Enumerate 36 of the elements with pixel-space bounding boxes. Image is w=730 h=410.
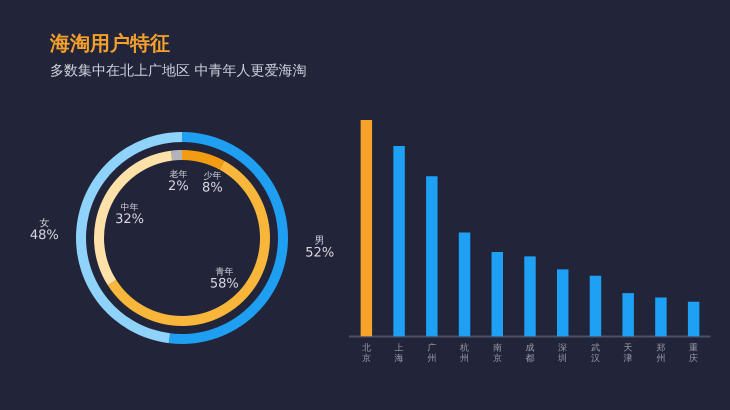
x-tick-label: 武汉 [590, 342, 600, 364]
bar [360, 120, 372, 336]
x-tick-label: 深圳 [557, 342, 568, 364]
data-label: 32% [115, 212, 144, 228]
bar [622, 293, 634, 336]
data-label: 8% [202, 180, 223, 196]
slice-label: 男 [314, 235, 325, 246]
slice-label: 中年 [120, 202, 139, 214]
bar [426, 176, 438, 336]
x-tick-label: 成都 [526, 342, 534, 364]
bar [655, 297, 667, 336]
chart-title: 海淘用户特征 [50, 30, 170, 57]
bar [590, 276, 602, 336]
data-label: 58% [210, 276, 239, 292]
data-label: 2% [168, 178, 189, 194]
x-tick-label: 重庆 [689, 342, 698, 364]
slice-label: 青年 [215, 266, 234, 278]
x-tick-label: 郑州 [656, 342, 666, 364]
x-tick-label: 杭州 [459, 342, 470, 364]
bar [524, 256, 536, 336]
x-tick-label: 上海 [394, 342, 404, 364]
x-tick-label: 广州 [427, 342, 436, 364]
slice-label: 少年 [203, 170, 222, 182]
bar [688, 302, 700, 336]
bar [557, 269, 568, 336]
x-tick-label: 北京 [362, 342, 371, 364]
slice-label: 老年 [169, 168, 188, 180]
x-tick-label: 天津 [624, 342, 633, 364]
bar [492, 252, 503, 336]
bar [393, 146, 405, 336]
slice-label: 女 [39, 216, 50, 229]
data-label: 48% [30, 228, 59, 244]
x-tick-label: 南京 [492, 342, 502, 364]
bar [458, 232, 470, 336]
chart-subtitle: 多数集中在北上广地区 中青年人更爱海淘 [50, 62, 306, 80]
data-label: 52% [305, 246, 334, 261]
